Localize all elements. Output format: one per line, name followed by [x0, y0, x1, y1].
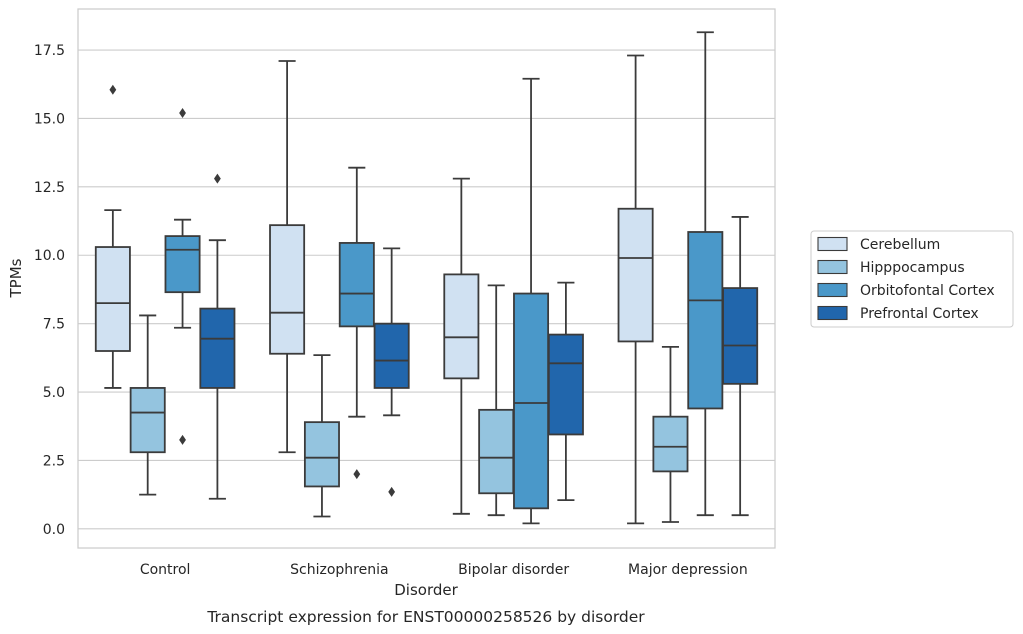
box-hipppocampus-control [129, 314, 166, 496]
iqr-box [513, 292, 550, 510]
iqr-box [269, 224, 306, 355]
legend-label: Orbitofontal Cortex [860, 283, 995, 299]
iqr-box [722, 287, 759, 385]
box-cerebellum-bipolar-disorder [443, 177, 480, 515]
iqr-box [129, 387, 166, 454]
legend-label: Hipppocampus [860, 260, 965, 276]
iqr-box [547, 333, 584, 436]
legend-swatch [817, 236, 848, 252]
iqr-box [617, 207, 654, 343]
x-tick-label: Bipolar disorder [458, 562, 569, 578]
iqr-box [338, 242, 375, 328]
legend-swatch [817, 259, 848, 275]
iqr-box [164, 235, 201, 294]
iqr-box [94, 246, 131, 352]
outlier-point [179, 107, 186, 118]
legend-swatch [817, 305, 848, 321]
iqr-box [443, 273, 480, 380]
box-orbitofontal-cortex-bipolar-disorder [513, 77, 550, 525]
iqr-box [478, 408, 515, 495]
box-orbitofontal-cortex-schizophrenia [338, 166, 375, 480]
box-prefrontal-cortex-bipolar-disorder [547, 281, 584, 502]
legend: Cerebellum Hipppocampus Orbitofontal Corte… [810, 230, 1014, 328]
x-tick-label: Major depression [628, 562, 748, 578]
box-cerebellum-control [94, 84, 131, 389]
y-axis-label: TPMs [7, 258, 25, 298]
legend-label: Cerebellum [860, 237, 940, 253]
x-axis-ticks: Control Schizophrenia Bipolar disorder Majo… [140, 562, 748, 578]
legend-frame [810, 230, 1014, 328]
box-hipppocampus-bipolar-disorder [478, 284, 515, 517]
iqr-box [652, 415, 689, 473]
outlier-point [353, 469, 361, 480]
box-hipppocampus-schizophrenia [303, 354, 340, 518]
outlier-point [109, 84, 117, 95]
box-orbitofontal-cortex-control [164, 107, 201, 445]
box-prefrontal-cortex-schizophrenia [373, 247, 410, 497]
x-axis-label: Disorder [394, 581, 458, 599]
box-prefrontal-cortex-control [199, 173, 236, 500]
outlier-point [179, 434, 186, 445]
box-prefrontal-cortex-major-depression [722, 216, 759, 517]
legend-label: Prefrontal Cortex [860, 306, 979, 322]
box-hipppocampus-major-depression [652, 346, 689, 523]
outlier-point [214, 173, 221, 184]
box-orbitofontal-cortex-major-depression [687, 31, 724, 517]
iqr-box [199, 307, 236, 389]
y-tick-label: 5.0 [43, 385, 65, 401]
y-tick-label: 10.0 [34, 248, 65, 264]
box-cerebellum-major-depression [617, 54, 654, 525]
box-cerebellum-schizophrenia [269, 60, 306, 454]
x-tick-label: Schizophrenia [290, 562, 388, 578]
y-tick-label: 0.0 [43, 522, 65, 538]
iqr-box [687, 231, 724, 410]
x-tick-label: Control [140, 562, 191, 578]
plot-area-frame [77, 8, 776, 549]
iqr-box [303, 421, 340, 488]
y-tick-label: 15.0 [34, 111, 65, 127]
y-tick-label: 7.5 [43, 317, 65, 333]
legend-swatch [817, 282, 848, 298]
y-tick-label: 17.5 [34, 43, 65, 59]
iqr-box [373, 322, 410, 389]
boxplot-series [94, 31, 759, 525]
y-axis-ticks: 0.0 2.5 5.0 7.5 10.0 12.5 15.0 17.5 [34, 43, 65, 538]
y-tick-label: 2.5 [43, 453, 65, 469]
outlier-point [388, 486, 396, 497]
chart-caption: Transcript expression for ENST0000025852… [206, 608, 645, 626]
y-tick-label: 12.5 [34, 180, 65, 196]
